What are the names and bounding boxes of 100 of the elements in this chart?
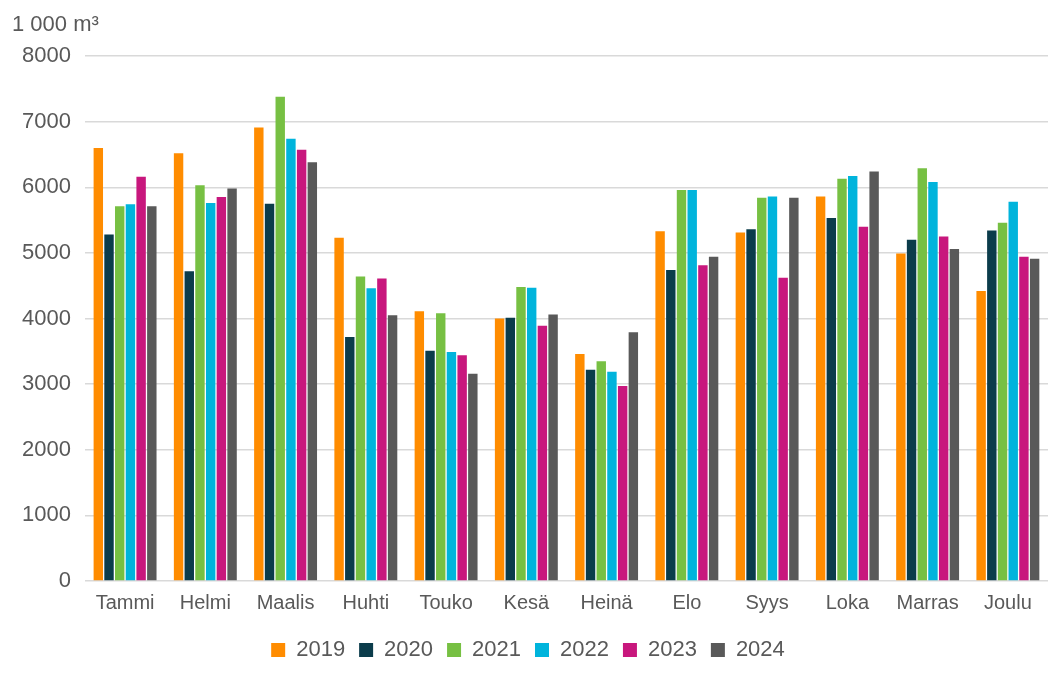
bar — [355, 276, 366, 581]
x-tick-label: Helmi — [179, 590, 231, 613]
bar — [115, 206, 125, 581]
bar — [296, 149, 307, 581]
bar — [516, 287, 526, 581]
bar — [334, 237, 344, 581]
legend-label: 2022 — [560, 636, 609, 662]
bar — [676, 189, 687, 581]
y-tick-label: 6000 — [21, 173, 71, 199]
y-tick-label: 7000 — [21, 107, 71, 133]
bar — [104, 234, 114, 581]
legend-label: 2019 — [296, 636, 346, 662]
bar — [345, 336, 355, 581]
bar — [548, 314, 558, 581]
y-tick-label: 1000 — [21, 501, 71, 527]
legend-label: 2020 — [384, 636, 434, 662]
legend-label: 2023 — [647, 636, 697, 662]
bar — [1019, 256, 1029, 581]
bar — [366, 288, 376, 581]
bar — [526, 287, 537, 581]
bar — [436, 313, 446, 581]
bar — [1008, 201, 1018, 581]
bar — [227, 188, 237, 581]
x-tick-label: Elo — [672, 590, 702, 613]
bar — [607, 371, 617, 581]
x-tick-label: Joulu — [983, 590, 1032, 613]
x-tick-label: Huhti — [342, 590, 390, 613]
bar — [628, 332, 639, 581]
bar — [687, 189, 697, 581]
bar — [216, 197, 227, 581]
x-tick-label: Loka — [825, 590, 870, 613]
bar — [997, 222, 1008, 581]
bar — [425, 350, 435, 581]
bar — [987, 230, 997, 581]
bar — [307, 162, 318, 581]
x-tick-label: Tammi — [95, 590, 155, 613]
x-tick-label: Heinä — [580, 590, 634, 613]
bar — [928, 182, 938, 581]
y-axis-title: 1 000 m³ — [12, 11, 99, 37]
bar — [147, 206, 157, 581]
bar — [848, 176, 858, 581]
bar — [938, 236, 949, 581]
bar — [537, 325, 548, 581]
bar — [136, 176, 146, 581]
x-tick-label: Syys — [745, 590, 789, 613]
bar — [585, 369, 596, 581]
y-tick-label: 2000 — [21, 435, 71, 461]
bar — [596, 361, 606, 581]
bar — [125, 204, 136, 581]
bar — [494, 318, 505, 581]
bar — [173, 153, 184, 581]
bar — [757, 197, 767, 581]
legend-label: 2021 — [472, 636, 522, 662]
bar — [858, 226, 869, 581]
bar — [505, 317, 515, 581]
bar — [976, 290, 986, 581]
bar — [205, 203, 216, 581]
x-tick-label: Kesä — [503, 590, 551, 613]
bar — [767, 196, 778, 581]
bar — [195, 185, 205, 581]
y-tick-label: 0 — [58, 567, 71, 593]
bar — [457, 355, 467, 581]
bar — [869, 171, 879, 581]
bar — [837, 178, 847, 581]
x-tick-label: Touko — [419, 590, 473, 613]
bar — [815, 196, 826, 581]
bar — [826, 218, 837, 581]
bar — [93, 147, 104, 581]
bar — [778, 277, 788, 581]
bar — [414, 311, 425, 581]
bar — [896, 253, 906, 581]
bar — [789, 197, 799, 581]
bar — [468, 373, 478, 581]
bar — [617, 386, 628, 581]
bar — [286, 138, 296, 581]
bar — [655, 231, 665, 581]
bar — [746, 229, 756, 581]
y-tick-label: 8000 — [21, 42, 71, 68]
bar — [184, 271, 194, 581]
bar — [708, 256, 719, 581]
bar — [906, 239, 917, 581]
y-tick-label: 5000 — [21, 238, 71, 264]
bar — [1029, 258, 1040, 581]
legend-label: 2024 — [735, 636, 785, 662]
bar — [575, 353, 585, 581]
bar — [446, 351, 457, 581]
bar — [917, 168, 927, 581]
bar — [387, 315, 398, 581]
bar — [949, 248, 960, 581]
bar — [254, 127, 264, 581]
bar — [698, 265, 708, 581]
bar — [735, 232, 746, 581]
bar — [264, 203, 275, 581]
bar — [275, 96, 285, 581]
bar — [377, 278, 387, 581]
y-tick-label: 4000 — [21, 304, 71, 330]
x-tick-label: Maalis — [256, 590, 315, 613]
y-tick-label: 3000 — [21, 370, 71, 396]
bar — [666, 269, 676, 581]
x-tick-label: Marras — [896, 590, 959, 613]
